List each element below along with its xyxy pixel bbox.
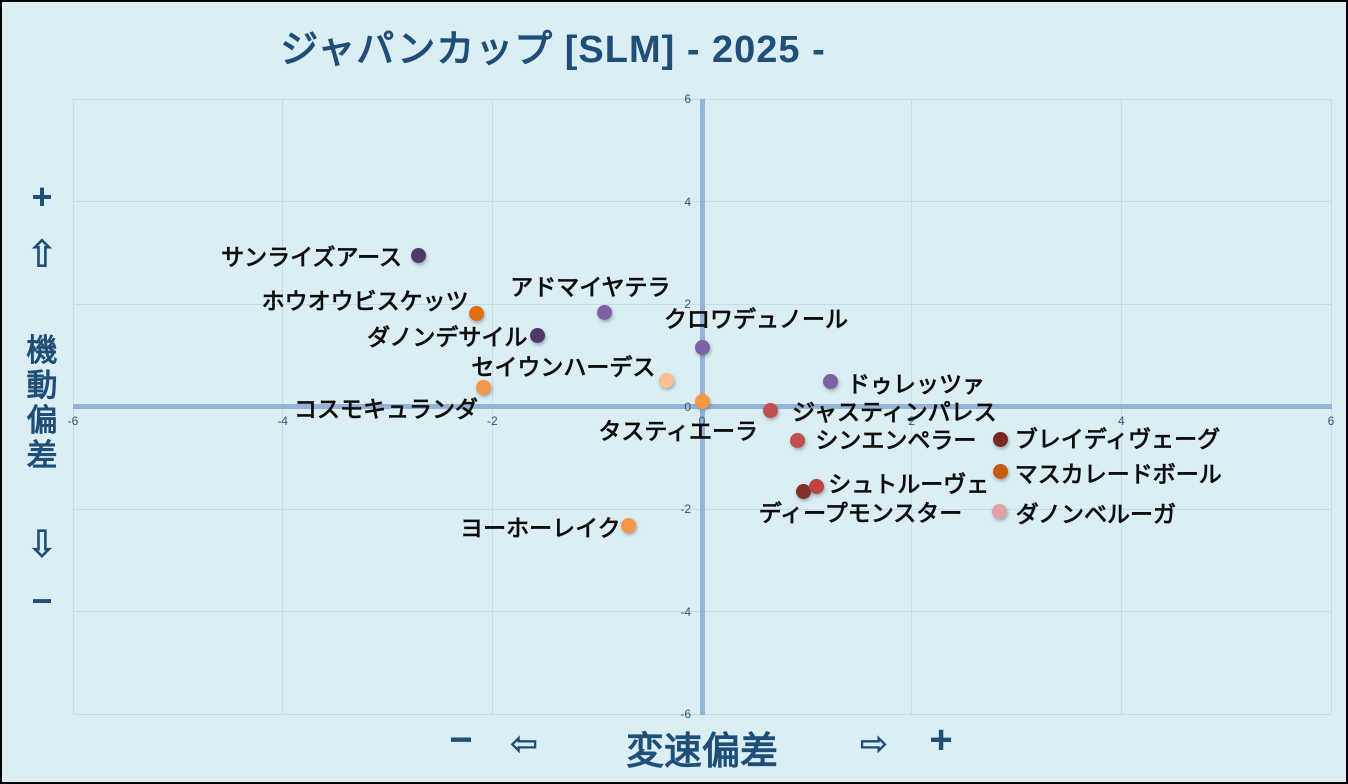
data-point-label: コスモキュランダ <box>293 395 478 422</box>
y-tick-label: 4 <box>684 194 691 209</box>
data-point-label: ドゥレッツァ <box>846 370 985 397</box>
y-plus-sign: + <box>31 176 53 217</box>
data-point-dot <box>621 518 637 534</box>
x-tick-label: -2 <box>486 413 498 428</box>
y-tick-label: -2 <box>680 502 691 516</box>
data-point-dot <box>796 484 812 500</box>
data-point-label: ホウオウビスケッツ <box>261 288 469 315</box>
y-minus-sign: − <box>31 580 53 621</box>
x-tick-label: 4 <box>1117 413 1125 428</box>
data-point-label: ダノンベルーガ <box>1015 500 1177 527</box>
data-point-dot <box>476 380 492 396</box>
data-point-dot <box>808 479 824 495</box>
y-tick-label: 2 <box>684 297 691 311</box>
data-point-label: シュトルーヴェ <box>828 470 990 497</box>
x-axis-title: 変速偏差 <box>625 731 779 773</box>
x-tick-label: 2 <box>908 413 915 428</box>
data-point-label: クロワデュノール <box>664 306 848 333</box>
data-point-dot <box>411 247 427 263</box>
data-point-dot <box>694 394 710 410</box>
x-tick-label: -6 <box>67 413 79 428</box>
x-minus-sign: − <box>449 718 473 762</box>
y-axis-title-char: 機 <box>26 333 58 368</box>
data-point-label: マスカレードボール <box>1014 460 1222 487</box>
y-axis-title-char: 動 <box>26 368 58 403</box>
y-up-arrow-icon: ⇧ <box>26 234 58 276</box>
data-point-label: セイウンハーデス <box>471 354 656 381</box>
y-axis-title: 機動偏差 <box>2 333 82 473</box>
data-point-label: シンエンペラー <box>815 427 977 454</box>
data-point-label: ジャスティンパレス <box>792 399 997 426</box>
data-point-dot <box>529 327 545 343</box>
y-tick-label: 6 <box>684 92 691 106</box>
data-point-label: ブレイディヴェーグ <box>1014 426 1221 453</box>
data-point-label: アドマイヤテラ <box>510 274 671 301</box>
data-point-dot <box>762 402 778 418</box>
data-point-dot <box>597 304 612 320</box>
data-point-dot <box>658 372 674 388</box>
data-point-label: ディープモンスター <box>758 499 963 526</box>
x-left-arrow-icon: ⇦ <box>509 725 539 763</box>
data-point-dot <box>993 464 1009 480</box>
x-right-arrow-icon: ⇨ <box>859 725 889 763</box>
y-tick-label: -6 <box>680 707 691 721</box>
data-point-label: タスティエーラ <box>598 417 758 444</box>
data-point-label: サンライズアース <box>221 244 402 271</box>
chart-title: ジャパンカップ [SLM] - 2025 - <box>280 29 826 71</box>
x-plus-sign: + <box>929 718 953 762</box>
data-point-label: ダノンデサイル <box>367 324 528 351</box>
data-point-label: ヨーホーレイク <box>460 514 621 541</box>
data-point-dot <box>992 504 1008 520</box>
y-tick-label: -4 <box>680 604 691 619</box>
x-tick-label: 6 <box>1327 413 1335 428</box>
x-tick-label: 0 <box>698 413 706 428</box>
x-tick-label: -4 <box>277 413 288 428</box>
data-point-dot <box>993 431 1009 447</box>
y-axis-title-char: 差 <box>26 438 58 473</box>
data-point-dot <box>469 305 485 321</box>
y-tick-label: 0 <box>684 399 691 414</box>
data-point-dot <box>823 374 839 390</box>
data-point-dot <box>789 432 805 448</box>
data-point-dot <box>694 339 710 355</box>
y-down-arrow-icon: ⇩ <box>26 524 58 566</box>
y-axis-title-char: 偏 <box>26 403 58 438</box>
